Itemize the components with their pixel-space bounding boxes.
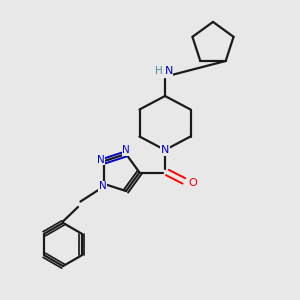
Text: O: O xyxy=(188,178,197,188)
Text: N: N xyxy=(164,66,173,76)
Text: N: N xyxy=(161,145,169,155)
Text: N: N xyxy=(122,146,130,155)
Text: H: H xyxy=(154,66,162,76)
Text: N: N xyxy=(99,182,106,191)
Text: N: N xyxy=(97,154,104,164)
